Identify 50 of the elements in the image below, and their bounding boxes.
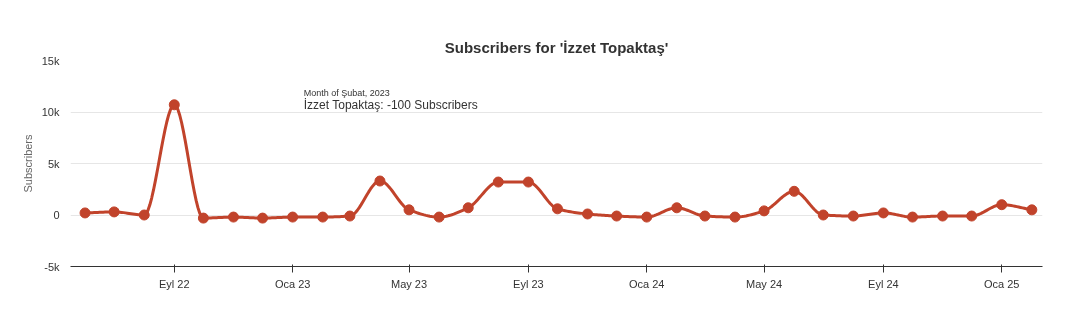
point [966, 210, 978, 222]
y-tick-label: 5k [47, 157, 60, 170]
point [108, 206, 120, 218]
point [788, 185, 800, 197]
point [551, 203, 563, 215]
y-axis-title: Subscribers [21, 133, 34, 193]
point [611, 210, 623, 222]
point [197, 212, 209, 224]
y-tick-label: -5k [44, 260, 60, 273]
point [257, 212, 269, 224]
point [1026, 204, 1038, 216]
y-tick-label: 0 [53, 209, 60, 221]
point [907, 211, 919, 223]
x-tick-label: Oca 23 [274, 277, 311, 290]
chart-title: Subscribers for 'İzzet Topaktaş' [444, 38, 669, 56]
x-tick-label: Oca 25 [984, 277, 1020, 290]
point [433, 211, 445, 223]
point [287, 211, 299, 223]
point [671, 202, 683, 214]
point [227, 211, 239, 223]
y-tick-label: 10k [41, 106, 60, 118]
annotation: İzzet Topaktaş: -100 Subscribers [303, 98, 478, 112]
point [817, 209, 829, 221]
point [847, 210, 859, 222]
point [403, 204, 415, 216]
y-tick-label: 15k [41, 54, 60, 67]
point [168, 99, 180, 111]
point [699, 210, 711, 222]
x-tick-label: Eyl 24 [868, 277, 899, 290]
point [996, 199, 1008, 211]
point [317, 211, 329, 223]
x-tick-label: May 23 [391, 277, 428, 290]
x-tick-label: Eyl 22 [159, 277, 190, 290]
point [729, 211, 741, 223]
point [344, 210, 356, 222]
point [492, 176, 504, 188]
point [758, 205, 770, 217]
point [877, 207, 889, 219]
point [641, 211, 653, 223]
x-tick-label: May 24 [746, 277, 783, 290]
point [462, 202, 474, 214]
point [79, 207, 91, 219]
point [138, 209, 150, 221]
x-tick-label: Oca 24 [628, 277, 665, 290]
point [374, 175, 386, 187]
annotation: Month of Şubat, 2023 [303, 87, 390, 98]
point [522, 176, 534, 188]
x-tick-label: Eyl 23 [513, 277, 544, 290]
point [937, 210, 949, 222]
point [582, 208, 594, 220]
